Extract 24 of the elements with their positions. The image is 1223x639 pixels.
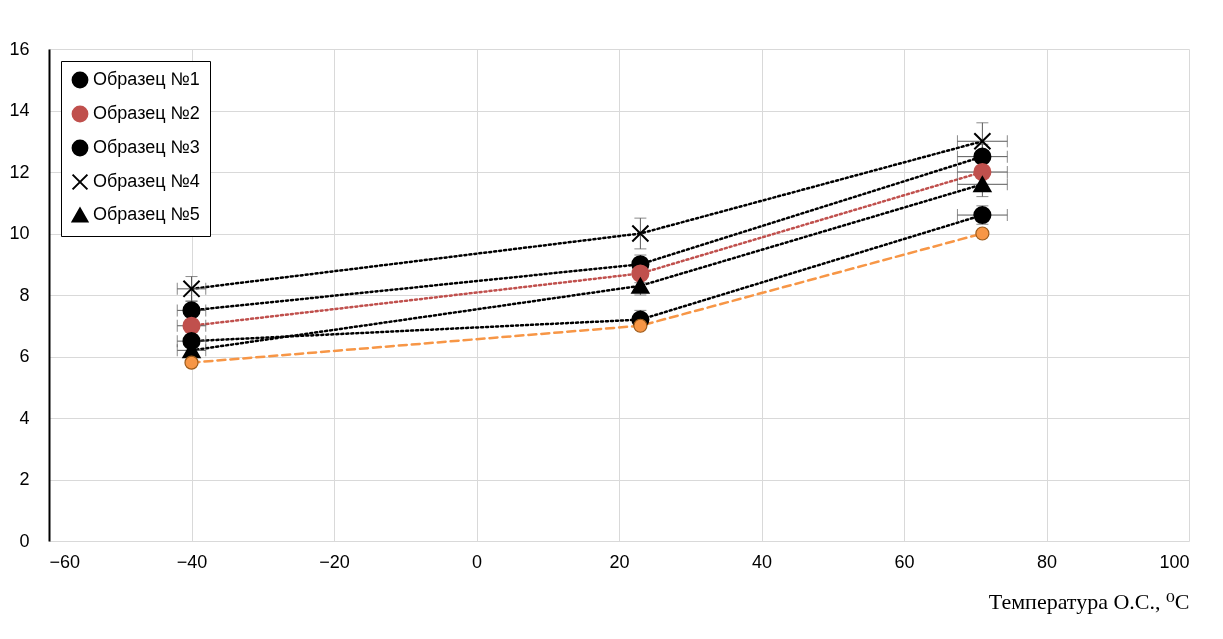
x-tick-label: 60 <box>894 551 915 572</box>
legend-label: Образец №1 <box>93 69 200 89</box>
y-tick-label: 0 <box>19 530 30 551</box>
y-tick-label: 2 <box>19 469 30 489</box>
x-axis-title: Температура О.С., ⁰C <box>988 588 1190 614</box>
x-tick-label: 40 <box>751 551 773 572</box>
x-tick-label: 80 <box>1036 551 1058 572</box>
y-tick-label: 10 <box>9 223 30 243</box>
legend-label: Образец №3 <box>93 137 200 157</box>
x-tick-label: −60 <box>49 551 81 572</box>
legend-label: Образец №5 <box>93 204 200 224</box>
legend-label: Образец №2 <box>93 103 200 123</box>
x-tick-label: 100 <box>1159 551 1190 572</box>
y-tick-label: 14 <box>9 100 30 120</box>
y-tick-label: 4 <box>19 407 30 428</box>
y-tick-label: 16 <box>9 38 30 59</box>
x-tick-label: −20 <box>319 551 350 572</box>
x-tick-label: 20 <box>609 551 630 572</box>
x-tick-label: −40 <box>176 551 208 572</box>
legend-label: Образец №4 <box>93 171 200 191</box>
y-tick-label: 6 <box>19 346 30 366</box>
y-tick-label: 12 <box>9 161 30 182</box>
x-tick-label: 0 <box>471 551 483 572</box>
y-tick-label: 8 <box>19 284 30 305</box>
